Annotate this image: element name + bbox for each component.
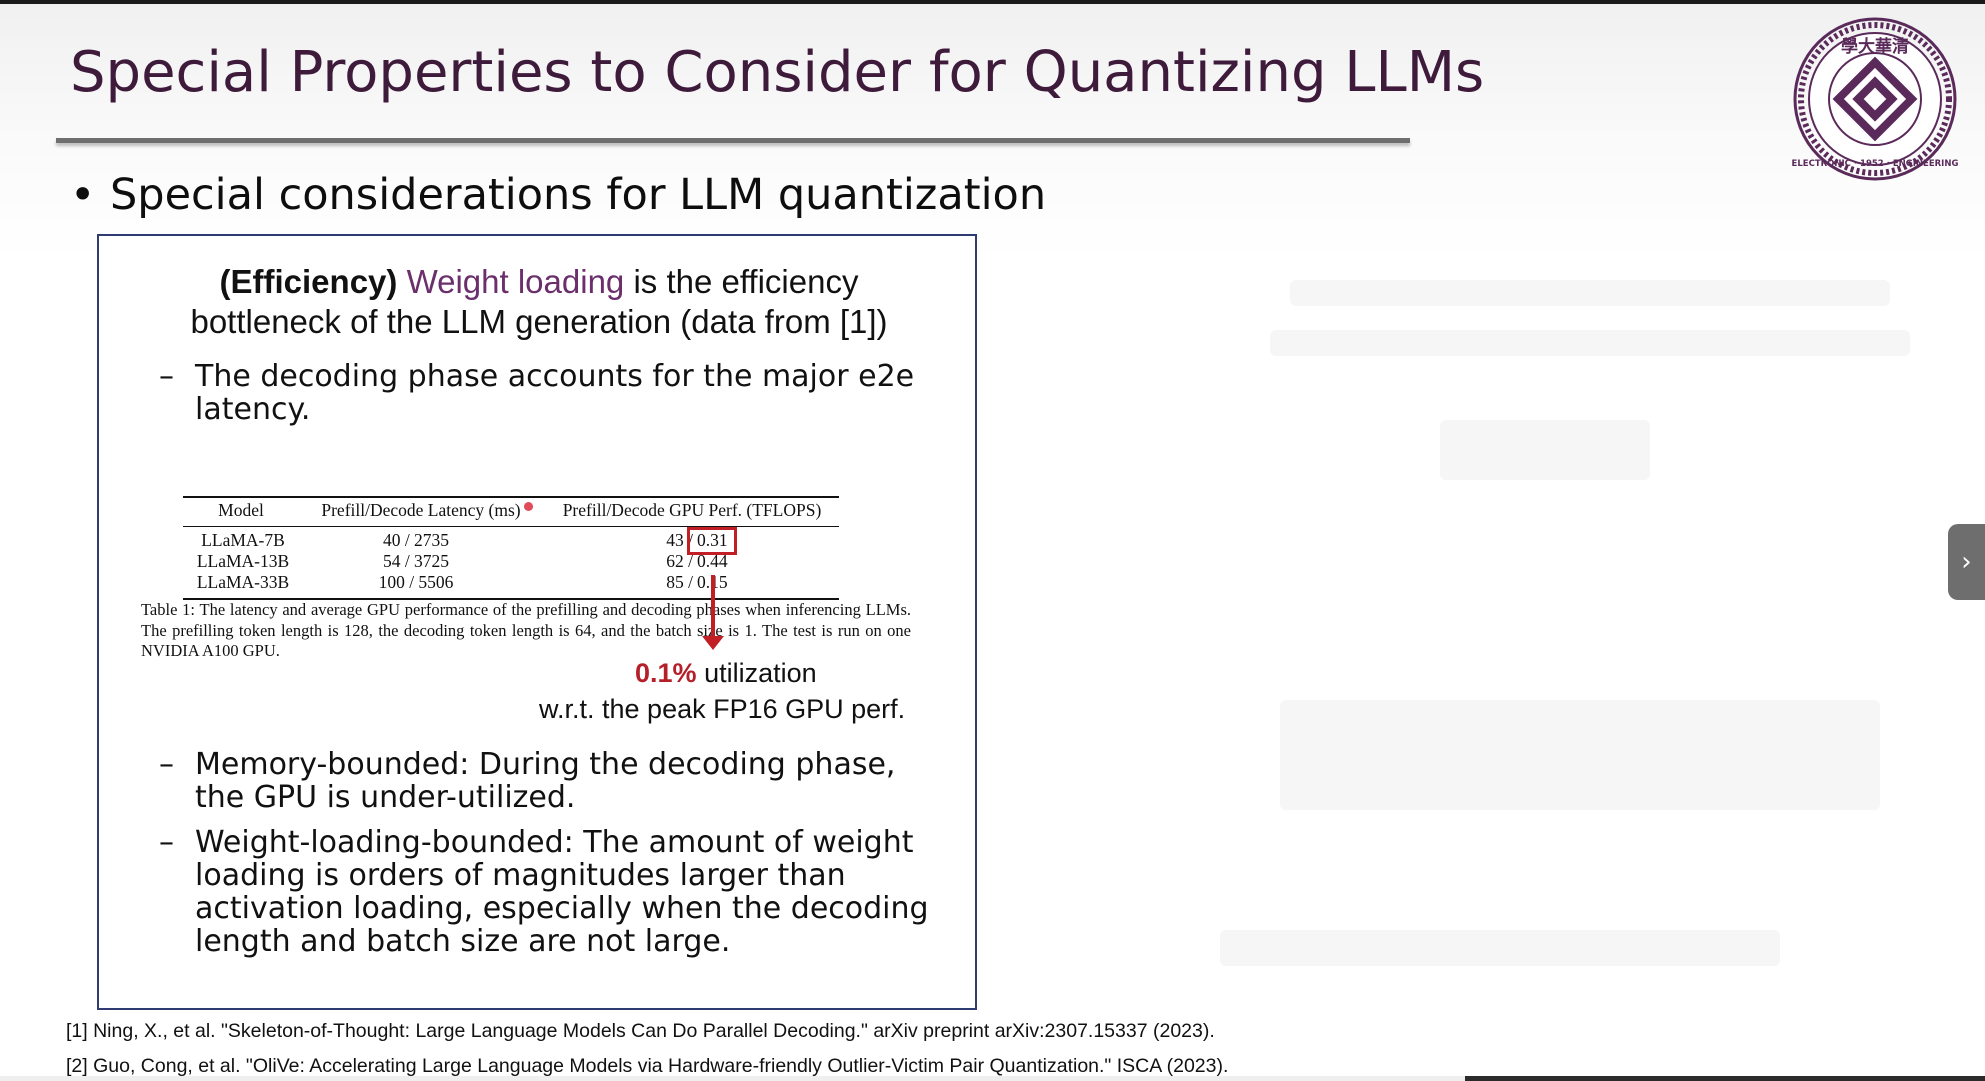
university-seal-logo: 學大華清 ELECTRONIC · 1952 · ENGINEERING bbox=[1792, 17, 1959, 181]
table-cell: 100 / 5506 bbox=[378, 572, 454, 592]
table-cell: LLaMA-33B bbox=[196, 572, 290, 592]
utilization-word: utilization bbox=[704, 658, 817, 688]
pointer-dot bbox=[524, 502, 533, 511]
table-cell: 0.15 bbox=[697, 572, 741, 593]
dash-text-line: The decoding phase accounts for the majo… bbox=[195, 359, 915, 394]
utilization-note: w.r.t. the peak FP16 GPU perf. bbox=[539, 694, 906, 724]
table-cell: 40 / 2735 bbox=[382, 530, 450, 550]
dash-text-line: loading is orders of magnitudes larger t… bbox=[195, 858, 846, 893]
ghost-text bbox=[1440, 420, 1650, 480]
chevron-right-icon: › bbox=[1961, 547, 1972, 577]
dash-text: Weight-loading-bounded: The amount of we… bbox=[195, 826, 965, 958]
dash-text-line: Memory-bounded: During the decoding phas… bbox=[195, 747, 896, 782]
table-cell: 43 / bbox=[666, 530, 693, 550]
dash-text-line: Weight-loading-bounded: The amount of we… bbox=[195, 825, 914, 860]
dash-text-line: activation loading, especially when the … bbox=[195, 891, 929, 926]
top-bar bbox=[0, 0, 1985, 4]
dash-text: Memory-bounded: During the decoding phas… bbox=[195, 748, 965, 814]
table-mid-rule bbox=[183, 526, 839, 527]
table-cell: 85 / bbox=[666, 572, 693, 592]
utilization-annotation: 0.1% utilization bbox=[635, 658, 817, 689]
bottom-strip bbox=[0, 1076, 1985, 1081]
next-slide-button[interactable]: › bbox=[1948, 524, 1985, 600]
bullet-text: Special considerations for LLM quantizat… bbox=[110, 170, 1047, 220]
dash-text-line: the GPU is under-utilized. bbox=[195, 780, 576, 815]
slide-title: Special Properties to Consider for Quant… bbox=[70, 40, 1485, 105]
dash-text-line: latency. bbox=[195, 392, 311, 427]
table-cell: LLaMA-7B bbox=[201, 530, 285, 550]
reference-1: [1] Ning, X., et al. "Skeleton-of-Though… bbox=[66, 1020, 1215, 1042]
arrow-shaft bbox=[711, 575, 715, 638]
dash-mark: – bbox=[159, 359, 174, 394]
dash-mark: – bbox=[159, 747, 174, 782]
table-cell: 54 / 3725 bbox=[382, 551, 450, 571]
table-cell: 0.44 bbox=[697, 551, 728, 571]
headline-bold: (Efficiency) bbox=[219, 263, 398, 300]
ghost-text bbox=[1290, 280, 1890, 306]
embedded-slide-panel: (Efficiency) Weight loading is the effic… bbox=[97, 234, 977, 1010]
table-bottom-rule bbox=[183, 598, 839, 600]
bullet-dot: • bbox=[70, 170, 96, 220]
title-rule bbox=[56, 138, 1410, 143]
headline-accent: Weight loading bbox=[406, 263, 625, 300]
table-cell: 0.31 bbox=[697, 530, 728, 550]
table-caption: Table 1: The latency and average GPU per… bbox=[141, 600, 911, 660]
table-cell: LLaMA-13B bbox=[196, 551, 290, 571]
dash-mark: – bbox=[159, 825, 174, 860]
bullet-item: • Special considerations for LLM quantiza… bbox=[70, 170, 1046, 220]
dash-text-line: length and batch size are not large. bbox=[195, 924, 731, 959]
logo-top-text: 學大華清 bbox=[1841, 36, 1909, 57]
reference-2: [2] Guo, Cong, et al. "OliVe: Accelerati… bbox=[66, 1055, 1229, 1077]
dash-text: The decoding phase accounts for the majo… bbox=[195, 360, 965, 426]
ghost-text bbox=[1280, 700, 1880, 810]
highlight-box bbox=[687, 527, 737, 555]
table-header: Model bbox=[218, 500, 264, 520]
bottom-strip-dark bbox=[1465, 1076, 1985, 1081]
table-top-rule bbox=[183, 496, 839, 498]
ghost-text bbox=[1220, 930, 1780, 966]
utilization-percent: 0.1% bbox=[635, 658, 697, 688]
table-header: Prefill/Decode Latency (ms) bbox=[321, 500, 521, 520]
table-header: Prefill/Decode GPU Perf. (TFLOPS) bbox=[562, 500, 822, 520]
logo-ring-text: ELECTRONIC · 1952 · ENGINEERING bbox=[1792, 159, 1959, 169]
panel-headline: (Efficiency) Weight loading is the effic… bbox=[99, 262, 979, 342]
headline-line2: bottleneck of the LLM generation (data f… bbox=[190, 303, 888, 340]
ghost-text bbox=[1270, 330, 1910, 356]
headline-rest: is the efficiency bbox=[633, 263, 859, 300]
arrow-down-icon bbox=[702, 636, 724, 650]
table-cell: 62 / bbox=[666, 551, 693, 571]
